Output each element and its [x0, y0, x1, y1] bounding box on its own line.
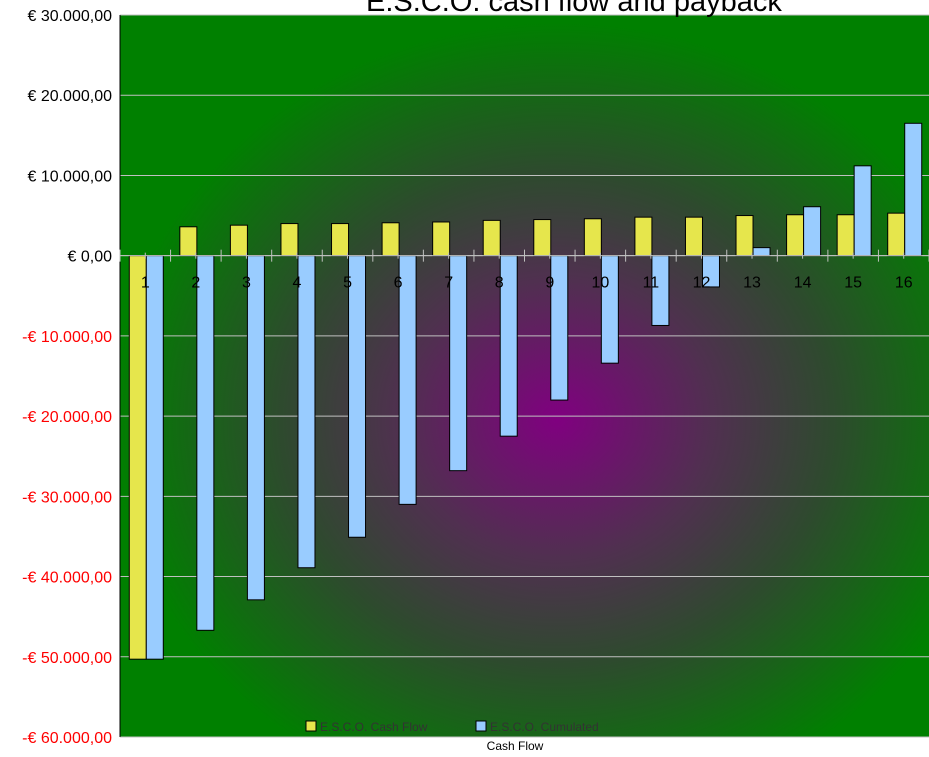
cumulated-bar [904, 122, 923, 257]
y-tick-label: -€ 50.000,00 [22, 650, 112, 667]
x-tick-label: 12 [693, 275, 711, 292]
cumulated-bar [803, 206, 822, 257]
cumulated-bar [196, 255, 215, 631]
cumulated-bar [853, 165, 872, 257]
category-labels: 1 2 3 4 5 6 7 8 9 10 11 12 13 14 15 16 [141, 275, 913, 292]
x-tick-label: 9 [545, 275, 554, 292]
x-axis-label: Cash Flow [487, 739, 544, 753]
cashflow-bar [381, 222, 400, 257]
cashflow-bar [533, 219, 552, 257]
x-tick-label: 13 [743, 275, 761, 292]
y-tick-label: -€ 60.000,00 [22, 730, 112, 747]
x-tick-label: 1 [141, 275, 150, 292]
x-tick-label: 3 [242, 275, 251, 292]
x-tick-label: 7 [444, 275, 453, 292]
cashflow-bar [836, 214, 855, 257]
y-tick-label: € 20.000,00 [27, 88, 112, 105]
cashflow-bar [634, 216, 653, 257]
cumulated-bar [145, 255, 164, 660]
tick-labels: € 30.000,00 € 20.000,00 € 10.000,00 € 0,00 -… [22, 8, 112, 747]
cumulated-bar [297, 255, 316, 569]
x-tick-label: 11 [643, 275, 660, 292]
cashflow-bar [786, 214, 805, 257]
y-tick-label: -€ 10.000,00 [22, 329, 112, 346]
legend-swatch [305, 720, 317, 732]
x-tick-label: 15 [844, 275, 862, 292]
axes [119, 15, 929, 737]
x-tick-label: 4 [293, 275, 302, 292]
legend-label: E.S.C.O. Cash Flow [320, 720, 428, 734]
x-tick-label: 10 [591, 275, 609, 292]
y-tick-label: € 10.000,00 [27, 168, 112, 185]
cumulated-bar [246, 255, 265, 601]
cumulated-bar [752, 247, 771, 257]
cashflow-bar [482, 219, 501, 257]
chart-title: E.S.C.O. cash flow and payback [366, 0, 782, 18]
y-tick-label: € 0,00 [68, 249, 113, 266]
legend-swatch [475, 720, 487, 732]
cashflow-bar [887, 212, 906, 257]
cashflow-bar [583, 218, 602, 257]
x-tick-label: 6 [394, 275, 403, 292]
cashflow-bar [331, 223, 350, 257]
x-tick-label: 14 [794, 275, 812, 292]
y-tick-label: -€ 20.000,00 [22, 409, 112, 426]
cumulated-bar [398, 255, 417, 505]
cashflow-bar [432, 221, 451, 257]
cumulated-bar [600, 255, 619, 364]
cashflow-bar [280, 223, 299, 257]
plot-background [120, 15, 929, 737]
x-tick-label: 8 [495, 275, 504, 292]
x-tick-label: 2 [191, 275, 200, 292]
x-tick-label: 16 [895, 275, 913, 292]
x-tick-label: 5 [343, 275, 352, 292]
cashflow-bar [179, 226, 198, 257]
cashflow-bar [229, 224, 248, 257]
cashflow-bar [684, 216, 703, 257]
legend: E.S.C.O. Cash Flow E.S.C.O. Cumulated [305, 720, 599, 734]
y-tick-label: -€ 40.000,00 [22, 570, 112, 587]
cashflow-bar [735, 215, 754, 257]
cumulated-bar [348, 255, 367, 538]
y-tick-label: € 30.000,00 [27, 8, 112, 25]
y-tick-label: -€ 30.000,00 [22, 489, 112, 506]
legend-label: E.S.C.O. Cumulated [490, 720, 599, 734]
cashflow-bar [128, 255, 147, 660]
